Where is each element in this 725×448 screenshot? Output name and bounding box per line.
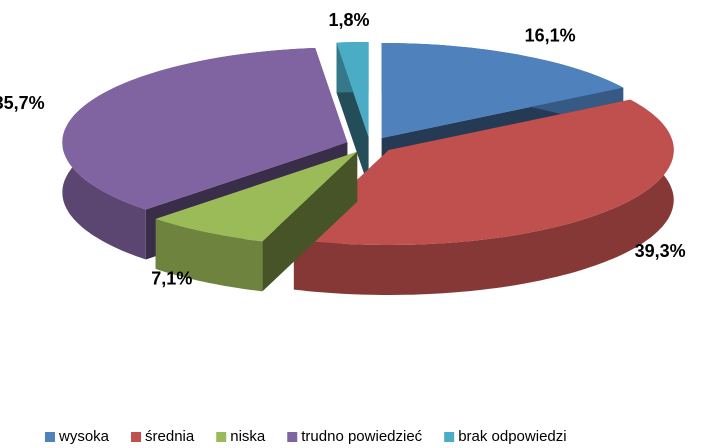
legend-label: wysoka [58,428,110,445]
slice-top [155,151,358,242]
legend-label: średnia [145,428,195,445]
legend-label: brak odpowiedzi [458,428,566,445]
slice-top [62,48,348,210]
data-label: 39,3% [635,241,686,261]
legend-swatch [45,432,55,442]
slice-outer [155,218,263,292]
slice [336,42,369,187]
data-label: 35,7% [0,93,45,113]
slice-top [381,43,624,138]
legend-swatch [216,432,227,442]
slice [293,99,674,295]
legend-swatch [287,432,298,442]
legend-swatch [444,432,455,442]
slice [155,151,358,292]
data-label: 16,1% [525,25,576,45]
legend-swatch [131,432,142,442]
slice-top [293,99,674,245]
slice-top [336,42,369,137]
slice-outer [293,99,674,295]
legend-label: trudno powiedzieć [301,428,422,445]
legend-label: niska [230,428,266,445]
data-label: 7,1% [151,269,192,289]
data-label: 1,8% [328,10,369,30]
